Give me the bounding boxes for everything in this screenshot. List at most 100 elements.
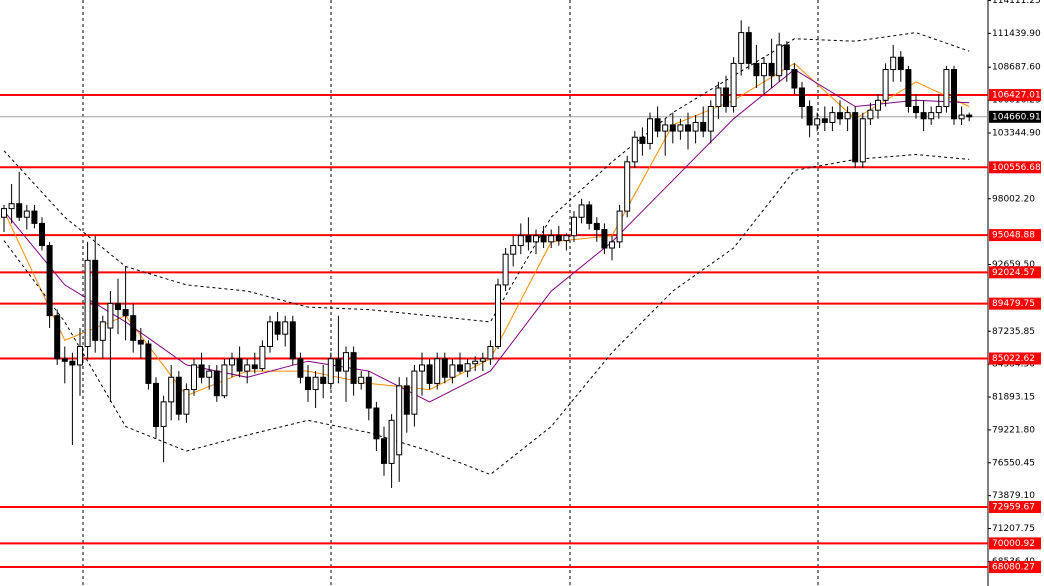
candle-body [487,345,494,360]
candle-body [168,376,175,403]
candle-body [616,210,623,243]
candle-body [449,364,456,378]
level-label-box [989,229,1041,242]
candle-body [844,112,851,120]
candle-body [175,376,182,415]
level-label-box [989,89,1041,102]
candle-body [305,376,311,391]
level-label: 70000.92 [992,539,1035,549]
candle-body [533,235,539,243]
candle-body [510,245,517,255]
candle-body [31,210,38,224]
candle-body [563,235,570,242]
candle-body [685,124,691,132]
candle-body [39,222,45,247]
candle-body [8,203,15,210]
level-label: 92024.57 [992,268,1035,278]
candle-body [267,321,273,347]
level-label: 68080.27 [992,563,1035,573]
y-tick-label: 114111.25 [992,0,1041,6]
candle-body [814,118,821,126]
candle-body [882,69,889,101]
candle-body [479,358,486,362]
candle-body [859,118,866,163]
candle-body [350,352,357,384]
bollinger-band [3,153,970,476]
candle-body [578,204,585,218]
candle-body [244,364,251,372]
candle-body [441,358,448,378]
candle-body [426,364,433,384]
candle-body [365,376,372,409]
candle-body [153,382,159,427]
candle-body [631,136,638,163]
candle-body [327,358,334,384]
y-tick-label: 81893.15 [992,393,1035,403]
candle-body [897,56,904,71]
candle-body [905,69,912,107]
candle-body [647,118,653,144]
candle-body [799,87,805,107]
candle-body [928,112,935,120]
candle-body [624,161,631,212]
level-label-box [989,537,1041,550]
candle-body [753,62,760,77]
candle-body [221,364,228,397]
candle-body [137,339,144,345]
moving-average [3,68,970,403]
level-label-box [989,266,1041,279]
candle-body [609,241,615,249]
candle-body [457,364,463,372]
candle-body [54,315,61,360]
level-label: 106427.01 [992,91,1041,101]
candle-body [160,401,167,427]
candle-body [115,302,121,311]
y-tick-label: 111439.90 [992,29,1041,39]
candle-body [639,136,646,144]
candle-body [821,118,828,123]
level-label: 89479.75 [992,299,1035,309]
candle-body [761,62,767,77]
candle-body [403,385,410,415]
candle-body [783,44,790,71]
candle-body [343,352,349,372]
candle-body [707,105,714,132]
candle-body [669,124,676,132]
candle-body [875,99,881,111]
candle-body [388,419,395,464]
y-tick-label: 98002.20 [992,194,1035,204]
candle-body [251,364,258,370]
y-tick-label: 108687.60 [992,63,1041,73]
y-tick-label: 103344.90 [992,128,1041,138]
candle-body [206,370,213,378]
candle-body [289,321,296,360]
y-tick-label: 73879.10 [992,491,1035,501]
candle-body [373,407,380,440]
candle-body [411,370,418,415]
candle-body [1,208,7,218]
candle-body [806,105,813,126]
candle-body [191,364,197,391]
candle-body [913,105,919,114]
candle-body [768,62,775,77]
candle-body [601,229,608,249]
candle-body [130,315,137,341]
level-label: 85022.62 [992,354,1035,364]
y-tick-label: 84564.50 [992,360,1035,370]
candle-body [396,385,403,456]
candle-body [935,105,942,114]
candle-body [16,203,23,218]
candle-body [730,62,737,107]
time-grid [82,0,819,586]
level-label: 100556.68 [992,163,1041,173]
candle-body [358,376,365,384]
candle-body [84,259,91,347]
y-tick-label: 79221.80 [992,425,1035,435]
current-price-box [989,110,1041,123]
bollinger-band [3,32,970,323]
candle-body [517,235,524,247]
candle-body [472,360,479,365]
candle-body [259,345,266,370]
candle-body [92,259,99,341]
